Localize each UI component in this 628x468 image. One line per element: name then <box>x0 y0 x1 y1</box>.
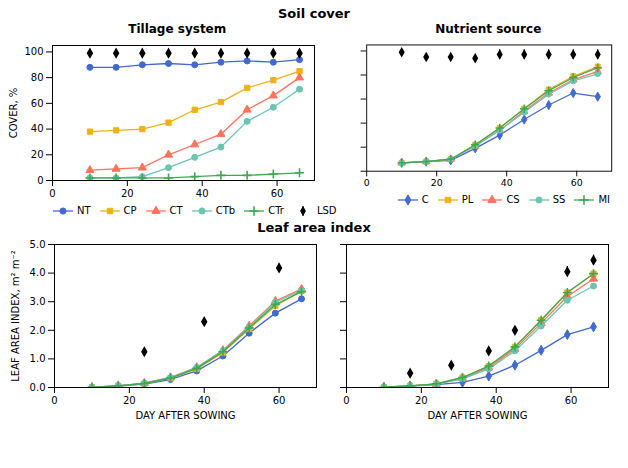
svg-text:2.0: 2.0 <box>30 325 46 336</box>
svg-text:40: 40 <box>198 395 211 406</box>
svg-text:5.0: 5.0 <box>30 239 46 250</box>
svg-text:DAY AFTER SOWING: DAY AFTER SOWING <box>135 410 235 421</box>
html-text:PL: PL <box>461 194 474 206</box>
svg-text:100: 100 <box>24 46 43 57</box>
svg-text:60: 60 <box>570 177 582 188</box>
svg-text:60: 60 <box>273 395 286 406</box>
svg-text:60: 60 <box>565 395 578 406</box>
html-text:C: C <box>421 194 429 206</box>
html-text:MI: MI <box>598 194 610 206</box>
html-text:SS: SS <box>552 194 566 206</box>
svg-text:0.0: 0.0 <box>30 382 46 393</box>
svg-text:20: 20 <box>415 395 428 406</box>
svg-text:0: 0 <box>37 175 43 186</box>
html-text:CP: CP <box>123 205 137 216</box>
html-text:CS: CS <box>506 194 520 206</box>
svg-text:0: 0 <box>363 177 369 188</box>
svg-text:40: 40 <box>31 123 44 134</box>
svg-text:60: 60 <box>31 98 44 109</box>
html-text:Tillage system: Tillage system <box>128 22 227 36</box>
html-text:LSD: LSD <box>316 205 337 216</box>
html-text:CTr: CTr <box>268 205 284 216</box>
svg-text:20: 20 <box>430 177 442 188</box>
svg-text:3.0: 3.0 <box>30 296 46 307</box>
svg-text:LEAF AREA INDEX, m² m⁻²: LEAF AREA INDEX, m² m⁻² <box>10 250 21 381</box>
svg-text:40: 40 <box>490 395 503 406</box>
html-text:Soil cover: Soil cover <box>278 6 350 21</box>
svg-text:COVER, %: COVER, % <box>8 88 19 139</box>
html-text:Nutrient source: Nutrient source <box>435 22 542 36</box>
svg-text:0: 0 <box>49 188 55 199</box>
html-text:NT: NT <box>77 205 91 216</box>
svg-text:80: 80 <box>31 72 44 83</box>
svg-text:DAY AFTER SOWING: DAY AFTER SOWING <box>427 410 527 421</box>
svg-text:0: 0 <box>343 395 349 406</box>
svg-text:60: 60 <box>271 188 284 199</box>
svg-text:1.0: 1.0 <box>30 353 46 364</box>
svg-text:0: 0 <box>51 395 57 406</box>
html-text:CTb: CTb <box>215 205 236 216</box>
svg-text:20: 20 <box>31 149 44 160</box>
html-text:CT: CT <box>169 205 183 216</box>
svg-text:20: 20 <box>123 395 136 406</box>
svg-text:40: 40 <box>500 177 512 188</box>
svg-text:40: 40 <box>196 188 209 199</box>
html-text:Leaf area index: Leaf area index <box>257 220 371 235</box>
svg-text:20: 20 <box>121 188 134 199</box>
svg-text:4.0: 4.0 <box>30 267 46 278</box>
